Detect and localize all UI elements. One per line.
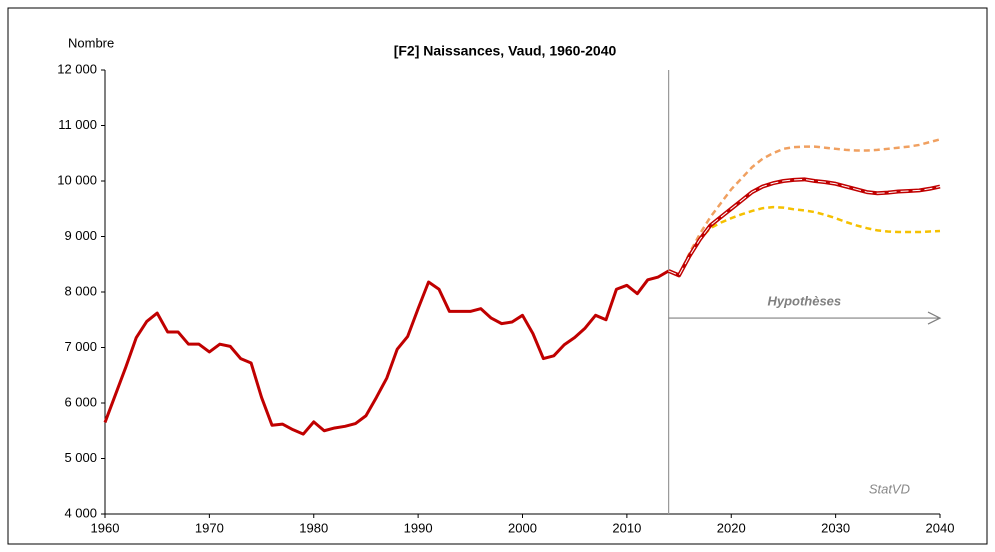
y-tick-label: 6 000	[64, 394, 97, 409]
x-tick-label: 2000	[508, 520, 537, 535]
x-tick-label: 1960	[91, 520, 120, 535]
y-tick-label: 10 000	[57, 172, 97, 187]
y-tick-label: 4 000	[64, 505, 97, 520]
source: StatVD	[869, 481, 910, 496]
series-line	[668, 205, 941, 277]
x-tick-label: 1980	[299, 520, 328, 535]
series-line-overlay	[668, 178, 941, 276]
y-tick-label: 11 000	[58, 117, 97, 132]
x-tick-label: 2010	[612, 520, 641, 535]
x-tick-label: 2030	[821, 520, 850, 535]
frame	[7, 7, 988, 545]
y-tick-label: 12 000	[57, 61, 97, 76]
y-tick-label: 9 000	[64, 228, 97, 243]
x-tick-label: 1990	[404, 520, 433, 535]
x-tick-label: 2020	[717, 520, 746, 535]
series-line	[667, 177, 941, 278]
x-tick-label: 2040	[926, 520, 955, 535]
chart-title: [F2] Naissances, Vaud, 1960-2040	[394, 43, 617, 59]
y-tick-label: 8 000	[64, 283, 97, 298]
y-axis-label: Nombre	[68, 35, 114, 50]
annotation: Hypothèses	[767, 294, 841, 309]
y-tick-label: 7 000	[64, 339, 97, 354]
y-tick-label: 5 000	[64, 450, 97, 465]
series-line	[103, 269, 670, 436]
annotation-arrow	[668, 311, 942, 325]
series-line	[668, 138, 941, 277]
x-tick-label: 1970	[195, 520, 224, 535]
